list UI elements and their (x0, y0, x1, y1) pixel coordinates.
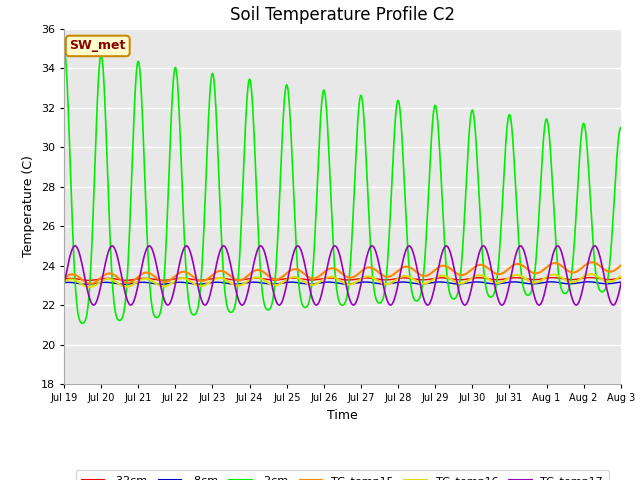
TC_temp16 (60, 279, 68, 285)
TC_temp16 (333, 276, 341, 282)
-8cm (83, 281, 91, 287)
TC_temp16 (624, 271, 632, 276)
TC_temp16 (528, 279, 536, 285)
-8cm (637, 281, 640, 287)
Title: Soil Temperature Profile C2: Soil Temperature Profile C2 (230, 6, 455, 24)
TC_temp15 (637, 265, 640, 271)
Y-axis label: Temperature (C): Temperature (C) (22, 156, 35, 257)
-32cm (637, 276, 640, 282)
-2cm (637, 287, 640, 293)
Line: -32cm: -32cm (64, 277, 640, 280)
-2cm (79, 321, 86, 326)
Line: TC_temp15: TC_temp15 (64, 261, 640, 284)
TC_temp16 (349, 281, 357, 287)
TC_temp16 (85, 284, 93, 290)
-2cm (333, 291, 341, 297)
-32cm (85, 277, 93, 283)
TC_temp17 (60, 281, 68, 287)
-8cm (91, 281, 99, 287)
-2cm (91, 170, 99, 176)
TC_temp15 (60, 276, 68, 281)
X-axis label: Time: Time (327, 408, 358, 421)
TC_temp16 (637, 277, 640, 283)
TC_temp15 (86, 281, 94, 287)
Line: -8cm: -8cm (64, 282, 640, 284)
-32cm (623, 275, 631, 280)
Line: TC_temp16: TC_temp16 (64, 274, 640, 287)
-32cm (349, 277, 357, 283)
Line: -2cm: -2cm (64, 48, 640, 324)
-32cm (60, 276, 68, 282)
-8cm (349, 281, 357, 287)
TC_temp15 (528, 269, 536, 275)
TC_temp15 (625, 258, 633, 264)
Line: TC_temp17: TC_temp17 (64, 246, 640, 305)
TC_temp17 (182, 243, 190, 249)
-2cm (528, 287, 536, 292)
Text: SW_met: SW_met (70, 39, 126, 52)
-8cm (333, 280, 341, 286)
TC_temp17 (498, 302, 506, 308)
-32cm (91, 277, 99, 283)
TC_temp16 (637, 277, 640, 283)
-8cm (528, 281, 536, 287)
-2cm (637, 287, 640, 292)
-8cm (60, 280, 68, 286)
-32cm (333, 276, 341, 281)
TC_temp15 (637, 265, 640, 271)
TC_temp17 (90, 302, 98, 308)
TC_temp15 (333, 267, 341, 273)
Legend: -32cm, -8cm, -2cm, TC_temp15, TC_temp16, TC_temp17: -32cm, -8cm, -2cm, TC_temp15, TC_temp16,… (76, 470, 609, 480)
-32cm (528, 276, 536, 282)
TC_temp17 (333, 245, 341, 251)
-32cm (637, 276, 640, 282)
-8cm (621, 279, 629, 285)
TC_temp17 (349, 302, 357, 308)
TC_temp15 (91, 280, 99, 286)
TC_temp17 (637, 272, 640, 277)
TC_temp17 (529, 285, 536, 290)
TC_temp15 (349, 274, 357, 280)
-2cm (60, 46, 68, 51)
TC_temp17 (637, 273, 640, 279)
-2cm (349, 213, 357, 218)
-8cm (637, 281, 640, 287)
TC_temp16 (91, 283, 99, 288)
